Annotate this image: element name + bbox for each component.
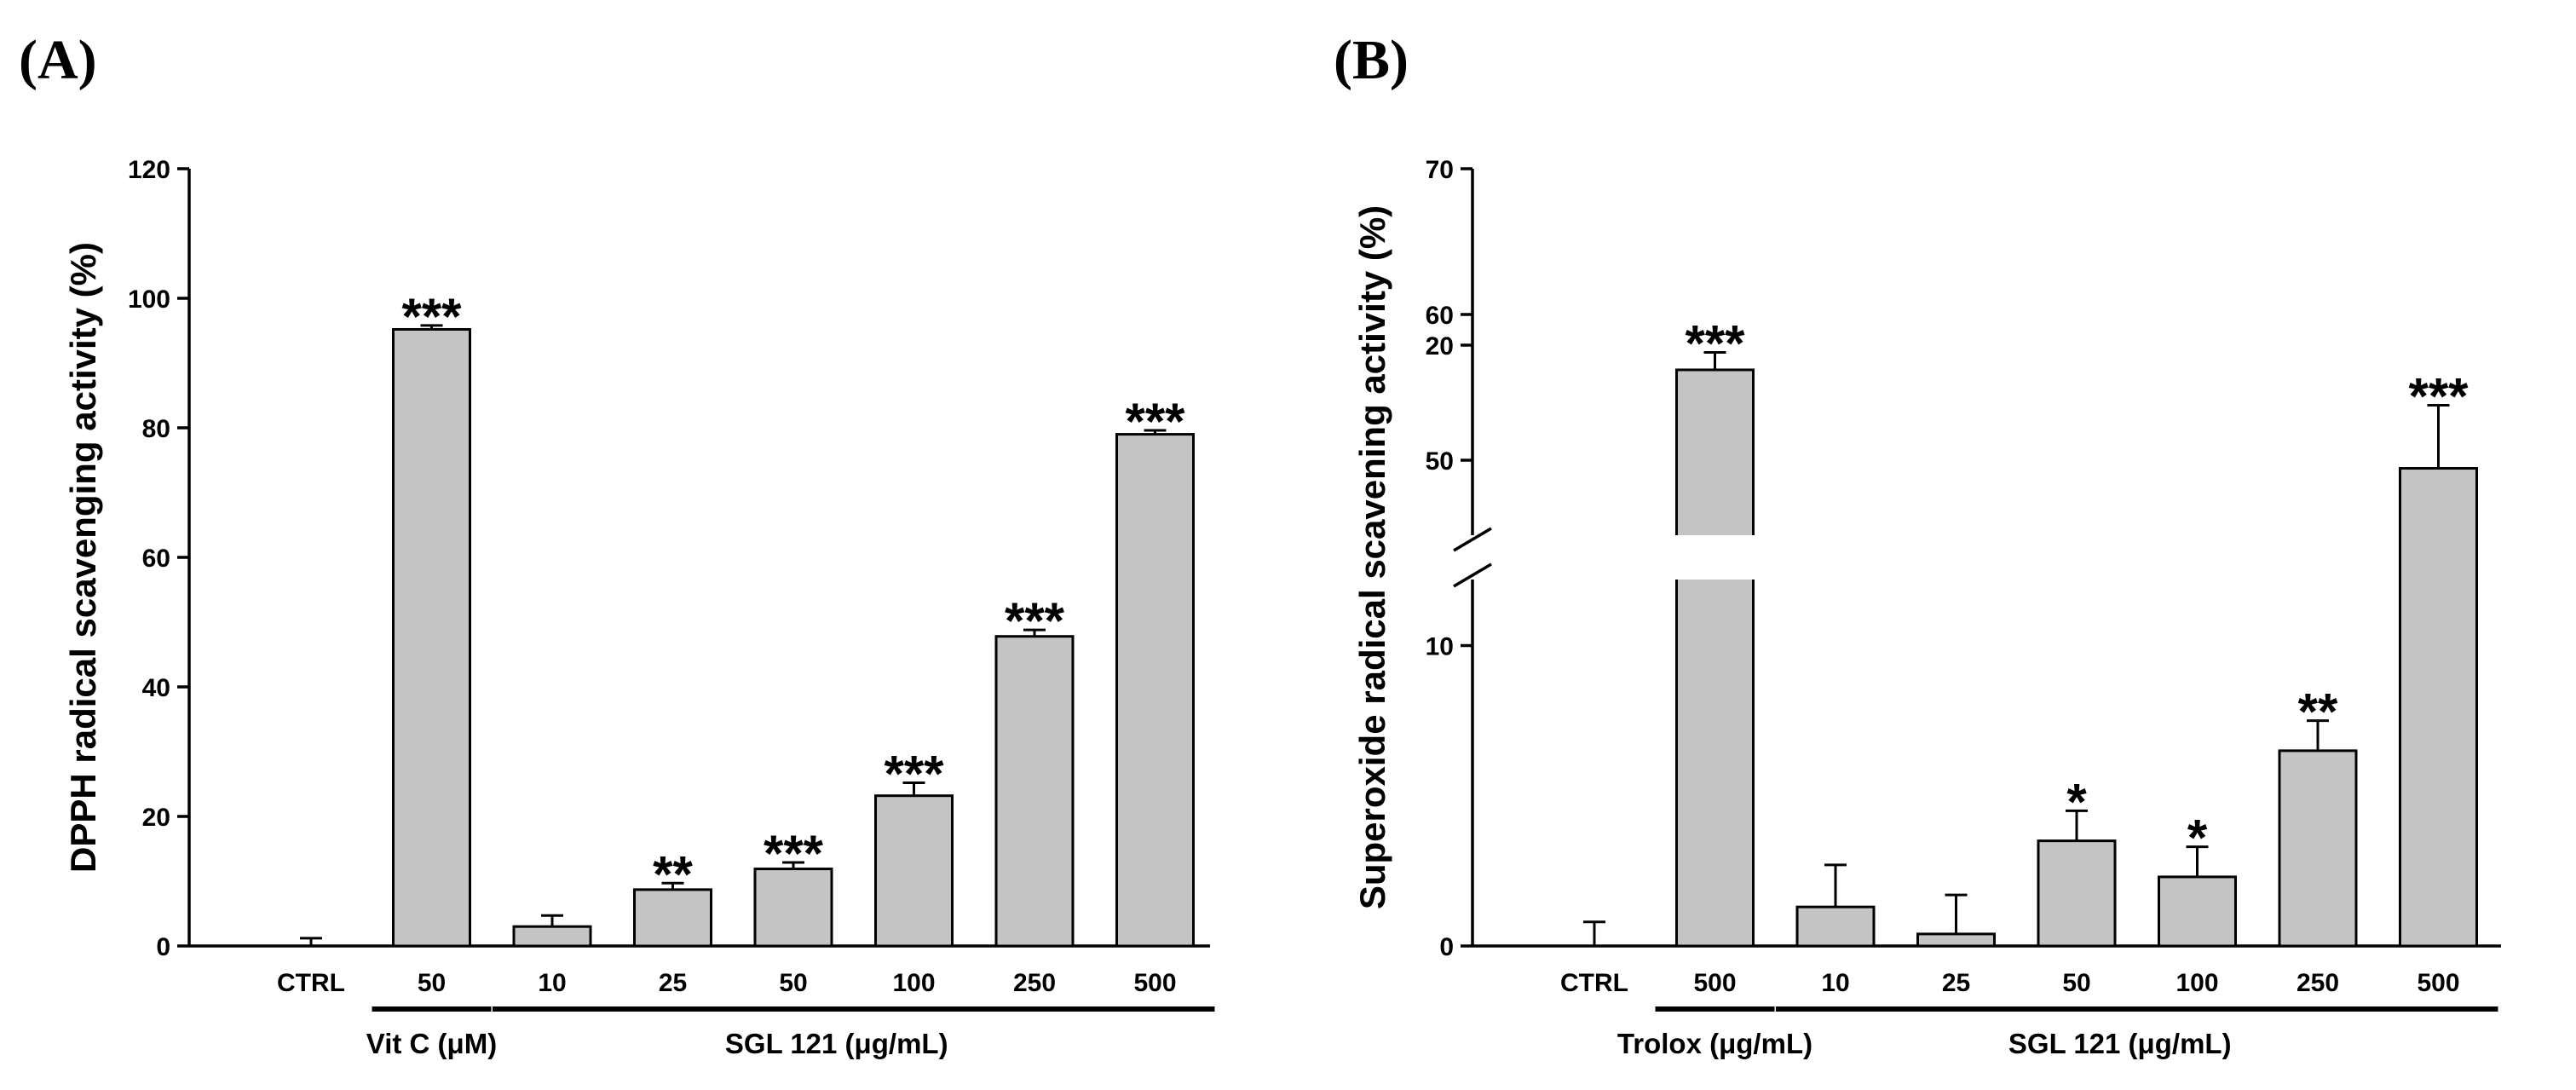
x-tick-label-a-2: 10 [538, 969, 566, 997]
significance-label-b-1: *** [1685, 314, 1745, 372]
y-tick-label-b-2: 20 [1426, 332, 1454, 360]
axis-break-mark-lower [1453, 562, 1492, 588]
significance-label-b-5: * [2187, 810, 2208, 867]
bar-b-2 [1795, 905, 1876, 948]
group-label-b-1: SGL 121 (μg/mL) [2008, 1028, 2232, 1059]
x-tick-label-b-0: CTRL [1560, 969, 1628, 997]
significance-label-a-6: *** [1005, 592, 1065, 649]
panel-label-b: (B) [1334, 29, 1409, 91]
y-axis-label-a: DPPH radical scavenging activity (%) [63, 242, 103, 873]
axis-break-mark-upper [1453, 527, 1492, 552]
significance-label-b-4: * [2066, 773, 2087, 830]
bar-a-7 [1115, 433, 1195, 948]
x-tick-label-a-0: CTRL [277, 969, 345, 997]
y-tick-label-a-0: 0 [156, 933, 170, 961]
bar-b-4 [2037, 839, 2117, 948]
group-label-b-0: Trolox (μg/mL) [1617, 1028, 1812, 1059]
y-tick-label-a-6: 120 [128, 156, 170, 184]
y-tick-label-b-5: 70 [1426, 156, 1454, 184]
significance-label-a-5: *** [884, 745, 944, 802]
y-tick-label-a-4: 80 [142, 415, 170, 443]
y-tick-label-b-4: 60 [1426, 302, 1454, 330]
significance-label-a-4: *** [764, 825, 824, 882]
x-tick-label-a-5: 100 [892, 969, 935, 997]
x-tick-label-a-6: 250 [1013, 969, 1056, 997]
y-tick-label-a-2: 40 [142, 674, 170, 702]
y-tick-label-a-1: 20 [142, 804, 170, 832]
bar-b-5 [2158, 875, 2237, 948]
y-tick-label-b-3: 50 [1426, 447, 1454, 476]
x-tick-label-b-7: 500 [2417, 969, 2459, 997]
group-label-a-1: SGL 121 (μg/mL) [725, 1028, 948, 1059]
bar-b-7 [2399, 467, 2478, 948]
x-tick-label-b-4: 50 [2062, 969, 2090, 997]
y-tick-label-a-5: 100 [128, 285, 170, 314]
bar-a-2 [512, 925, 592, 948]
significance-label-b-7: *** [2408, 368, 2469, 425]
bar-a-5 [874, 794, 954, 948]
bar-a-1 [392, 327, 471, 948]
x-tick-label-b-1: 500 [1693, 969, 1736, 997]
x-tick-label-a-1: 50 [418, 969, 446, 997]
bar-a-3 [633, 888, 712, 948]
significance-label-a-7: *** [1125, 393, 1185, 450]
y-tick-label-b-0: 0 [1439, 933, 1454, 961]
x-tick-label-b-6: 250 [2297, 969, 2339, 997]
significance-label-a-1: *** [401, 288, 462, 345]
panel-label-a: (A) [19, 29, 97, 91]
x-tick-label-a-7: 500 [1133, 969, 1176, 997]
group-label-a-0: Vit C (μM) [366, 1028, 497, 1059]
y-tick-label-a-3: 60 [142, 545, 170, 573]
x-tick-label-b-5: 100 [2175, 969, 2218, 997]
bar-a-6 [994, 635, 1075, 948]
panel-b-chart: (B) Superoxide radical scavening activity… [1334, 29, 2501, 1059]
x-tick-label-a-3: 25 [659, 969, 687, 997]
x-tick-label-a-4: 50 [779, 969, 807, 997]
bar-b-6 [2278, 749, 2358, 948]
y-tick-label-b-1: 10 [1426, 633, 1454, 661]
bar-b-3 [1916, 932, 1996, 948]
panel-a-chart: (A) DPPH radical scavenging activity (%) 0… [19, 29, 1215, 1059]
x-tick-label-b-3: 25 [1942, 969, 1970, 997]
bar-b-1 [1675, 368, 1755, 948]
significance-label-a-3: ** [653, 845, 693, 903]
bar-a-4 [753, 868, 833, 948]
x-tick-label-b-2: 10 [1821, 969, 1849, 997]
y-axis-label-b: Superoxide radical scavening activity (%… [1352, 205, 1392, 909]
significance-label-b-6: ** [2298, 683, 2338, 741]
bar-break-gap [1674, 535, 1756, 580]
